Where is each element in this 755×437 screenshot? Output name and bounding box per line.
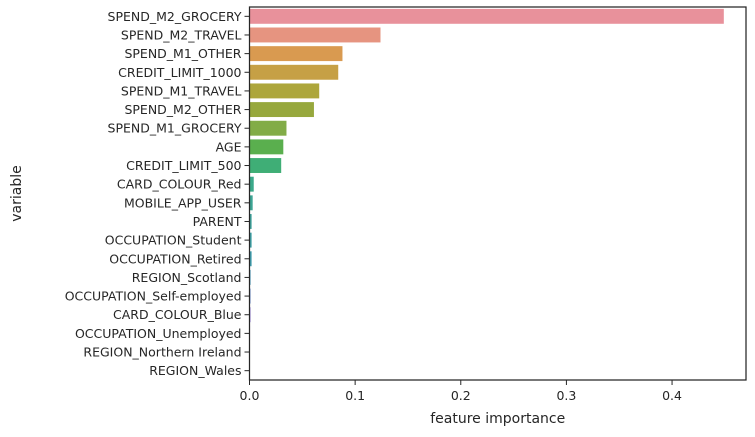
y-tick-label: OCCUPATION_Self-employed (65, 289, 242, 304)
y-tick-label: CARD_COLOUR_Blue (113, 307, 242, 322)
x-axis-ticks: 0.0 0.1 0.2 0.3 0.4 (240, 380, 682, 403)
y-axis-label: variable (9, 165, 25, 221)
plot-frame (248, 6, 747, 381)
x-tick-label: 0.2 (451, 388, 471, 403)
y-tick-label: REGION_Wales (149, 363, 241, 378)
bar-occupation-retired (249, 251, 252, 267)
y-tick-label: OCCUPATION_Retired (109, 251, 241, 266)
bar-spend-m1-grocery (249, 120, 287, 136)
x-axis-label: feature importance (430, 411, 565, 427)
y-tick-label: OCCUPATION_Unemployed (75, 326, 242, 341)
bar-occupation-student (249, 232, 252, 248)
bar-parent (249, 214, 252, 229)
x-tick-label: 0.0 (240, 388, 260, 403)
bar-spend-m1-other (249, 46, 343, 62)
y-tick-label: CREDIT_LIMIT_1000 (118, 65, 241, 80)
y-tick-label: OCCUPATION_Student (105, 233, 242, 248)
x-tick-label: 0.4 (662, 388, 682, 403)
bar-spend-m2-other (249, 102, 314, 118)
x-tick-label: 0.3 (556, 388, 576, 403)
y-axis-ticks: SPEND_M2_GROCERY SPEND_M2_TRAVEL SPEND_M1_… (65, 9, 250, 378)
bar-spend-m1-travel (249, 83, 320, 99)
y-tick-label: SPEND_M2_OTHER (124, 102, 241, 117)
bar-credit-limit-1000 (249, 64, 339, 80)
bar-mobile-app-user (249, 195, 253, 211)
y-tick-label: SPEND_M2_TRAVEL (121, 27, 242, 42)
y-tick-label: REGION_Northern Ireland (83, 345, 241, 360)
y-tick-label: SPEND_M1_TRAVEL (121, 83, 242, 98)
bar-age (249, 139, 284, 155)
bar-card-colour-red (249, 176, 254, 192)
y-tick-label: MOBILE_APP_USER (124, 195, 242, 210)
bars-group (249, 8, 724, 379)
bar-spend-m2-grocery (249, 8, 724, 24)
bar-spend-m2-travel (249, 27, 381, 43)
y-tick-label: PARENT (193, 214, 242, 229)
y-tick-label: CARD_COLOUR_Red (117, 177, 242, 192)
y-tick-label: SPEND_M1_GROCERY (108, 121, 242, 136)
x-tick-label: 0.1 (345, 388, 365, 403)
y-tick-label: AGE (216, 139, 242, 154)
y-tick-label: CREDIT_LIMIT_500 (126, 158, 241, 173)
y-tick-label: SPEND_M2_GROCERY (108, 9, 242, 24)
y-tick-label: REGION_Scotland (132, 270, 242, 285)
y-tick-label: SPEND_M1_OTHER (124, 46, 241, 61)
bar-credit-limit-500 (249, 158, 282, 173)
